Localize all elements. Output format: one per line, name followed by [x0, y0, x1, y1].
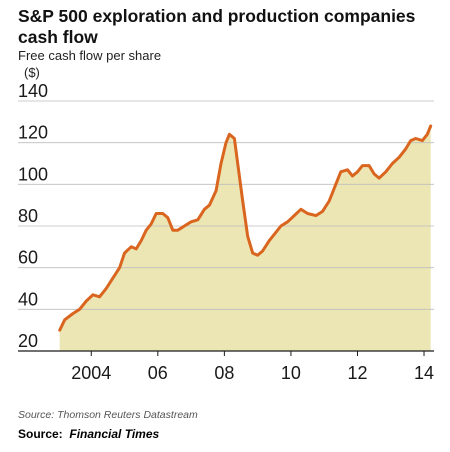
source-name: Financial Times [69, 427, 160, 441]
x-tick-label-14: 14 [414, 363, 434, 383]
y-tick-label-40: 40 [18, 289, 38, 309]
publication-source: Source: Financial Times [18, 427, 159, 441]
x-tick-label-2004: 2004 [71, 363, 111, 383]
x-tick-label-12: 12 [347, 363, 367, 383]
y-tick-label-80: 80 [18, 206, 38, 226]
x-tick-label-08: 08 [214, 363, 234, 383]
chart-title: S&P 500 exploration and production compa… [18, 6, 416, 47]
x-tick-label-10: 10 [281, 363, 301, 383]
source-prefix: Source: [18, 427, 63, 441]
series-line [58, 124, 433, 332]
y-tick-label-120: 120 [18, 123, 48, 143]
y-axis-unit: ($) [24, 65, 40, 80]
y-tick-label-140: 140 [18, 81, 48, 101]
data-source-note: Source: Thomson Reuters Datastream [18, 409, 198, 421]
y-tick-label-20: 20 [18, 331, 38, 351]
x-tick-label-06: 06 [148, 363, 168, 383]
y-axis-label: Free cash flow per share [18, 48, 162, 63]
y-tick-label-60: 60 [18, 248, 38, 268]
series-area [59, 126, 431, 351]
y-tick-label-100: 100 [18, 164, 48, 184]
